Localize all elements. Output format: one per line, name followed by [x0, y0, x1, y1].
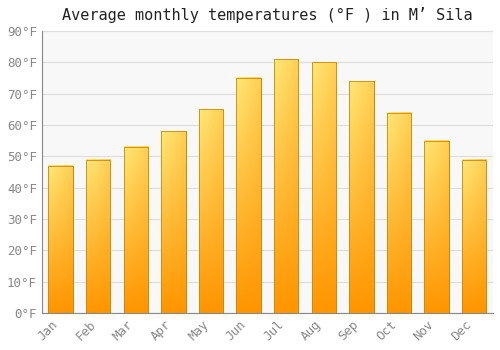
- Bar: [349, 81, 374, 313]
- Bar: [86, 160, 110, 313]
- Bar: [312, 62, 336, 313]
- Bar: [161, 131, 186, 313]
- Bar: [387, 113, 411, 313]
- Bar: [86, 160, 110, 313]
- Bar: [349, 81, 374, 313]
- Bar: [124, 147, 148, 313]
- Bar: [161, 131, 186, 313]
- Bar: [274, 59, 298, 313]
- Bar: [236, 78, 261, 313]
- Bar: [424, 141, 449, 313]
- Bar: [462, 160, 486, 313]
- Title: Average monthly temperatures (°F ) in Mʼ Sila: Average monthly temperatures (°F ) in Mʼ…: [62, 7, 472, 23]
- Bar: [236, 78, 261, 313]
- Bar: [48, 166, 73, 313]
- Bar: [462, 160, 486, 313]
- Bar: [199, 110, 223, 313]
- Bar: [387, 113, 411, 313]
- Bar: [312, 62, 336, 313]
- Bar: [424, 141, 449, 313]
- Bar: [274, 59, 298, 313]
- Bar: [124, 147, 148, 313]
- Bar: [199, 110, 223, 313]
- Bar: [48, 166, 73, 313]
